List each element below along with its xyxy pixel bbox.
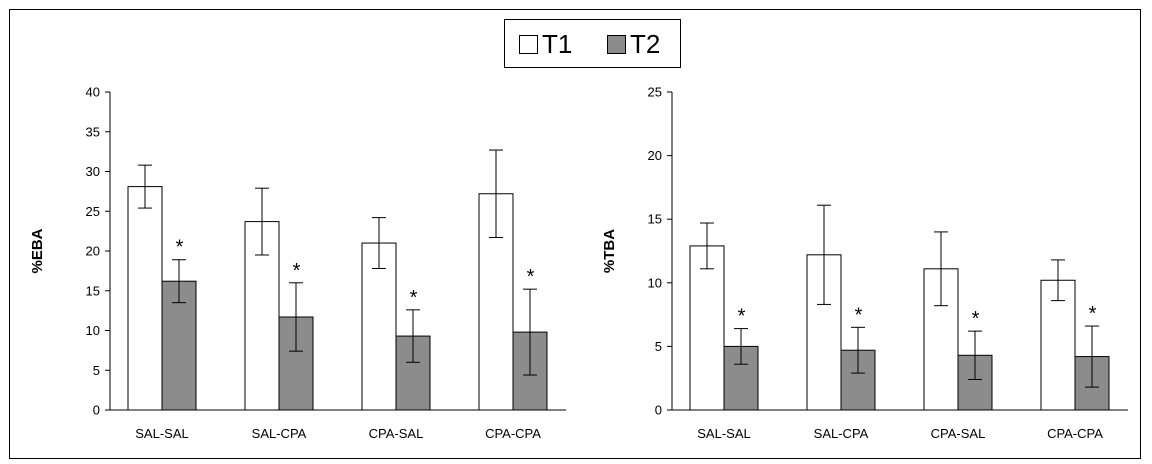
chart1-y-tick-label: 10	[86, 323, 100, 338]
chart1-bar-t1	[361, 242, 397, 411]
chart2-y-tick-label: 0	[655, 403, 662, 418]
chart2-y-tick-label: 15	[648, 212, 662, 227]
chart1-y-tick-label: 5	[93, 363, 100, 378]
chart1-significance-star: *	[410, 287, 418, 309]
chart1-category-label: CPA-SAL	[369, 426, 424, 441]
chart1-category-label: CPA-CPA	[485, 426, 541, 441]
legend-item-t2: T2	[607, 29, 661, 59]
legend-swatch-t2	[607, 34, 626, 54]
legend-label-t1: T1	[542, 29, 573, 59]
chart1-significance-star: *	[527, 266, 535, 288]
chart2-significance-star: *	[855, 304, 863, 326]
chart1-y-tick-label: 20	[86, 244, 100, 259]
legend-item-t1: T1	[519, 29, 573, 59]
chart1-y-tick-label: 15	[86, 283, 100, 298]
chart2-category-label: SAL-CPA	[814, 426, 869, 441]
chart2-y-tick-label: 10	[648, 275, 662, 290]
chart2-category-label: SAL-SAL	[697, 426, 750, 441]
chart1-bar-t1	[127, 186, 163, 411]
chart2-category-label: CPA-SAL	[931, 426, 986, 441]
chart1-significance-star: *	[293, 260, 301, 282]
legend-swatch-t1	[519, 34, 538, 54]
chart2-y-tick-label: 25	[648, 85, 662, 100]
chart1-y-tick-label: 35	[86, 124, 100, 139]
chart2-category-label: CPA-CPA	[1047, 426, 1103, 441]
chart2-y-tick-label: 20	[648, 148, 662, 163]
chart2-significance-star: *	[738, 306, 746, 328]
chart2-y-tick-label: 5	[655, 339, 662, 354]
legend-label-t2: T2	[630, 29, 661, 59]
chart2-bar-t1	[1040, 279, 1076, 411]
chart1-y-tick-label: 0	[93, 403, 100, 418]
chart1-category-label: SAL-SAL	[135, 426, 188, 441]
chart1-y-axis-label: %EBA	[29, 228, 46, 273]
chart1-y-tick-label: 40	[86, 85, 100, 100]
chart1-y-tick-label: 30	[86, 164, 100, 179]
chart1-significance-star: *	[176, 237, 184, 259]
chart1-y-tick-label: 25	[86, 204, 100, 219]
legend: T1 T2	[504, 19, 681, 68]
chart2-significance-star: *	[1089, 303, 1097, 325]
chart2-y-axis-label: %TBA	[601, 229, 618, 273]
chart2-bar-t1	[689, 245, 725, 411]
figure-frame	[9, 9, 1141, 459]
chart1-category-label: SAL-CPA	[252, 426, 307, 441]
chart2-significance-star: *	[972, 308, 980, 330]
chart1-bar-t1	[478, 193, 514, 411]
